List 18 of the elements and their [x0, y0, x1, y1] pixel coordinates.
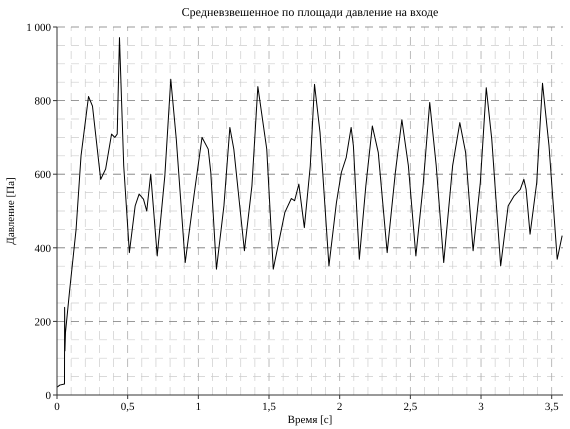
- x-tick-label: 3: [478, 401, 484, 413]
- y-tick-label: 0: [46, 390, 52, 402]
- line-series: [56, 37, 563, 388]
- y-tick-label: 200: [34, 316, 52, 328]
- x-tick-label: 2,5: [403, 401, 418, 413]
- y-axis-title: Давление [Па]: [5, 177, 17, 245]
- y-tick-label: 800: [34, 96, 52, 108]
- x-tick-label: 3,5: [544, 401, 560, 413]
- x-tick-label: 1: [196, 401, 202, 413]
- x-tick-label: 0: [54, 401, 60, 413]
- x-tick-label: 1,5: [262, 401, 276, 413]
- y-tick-label: 600: [34, 169, 52, 182]
- x-axis-title: Время [с]: [288, 414, 332, 426]
- x-tick-label: 0,5: [120, 401, 136, 413]
- y-tick-label: 1 000: [26, 22, 52, 34]
- chart-title: Средневзвешенное по площади давление на входе: [182, 5, 438, 19]
- x-tick-label: 2: [336, 401, 342, 413]
- y-tick-label: 400: [34, 242, 52, 255]
